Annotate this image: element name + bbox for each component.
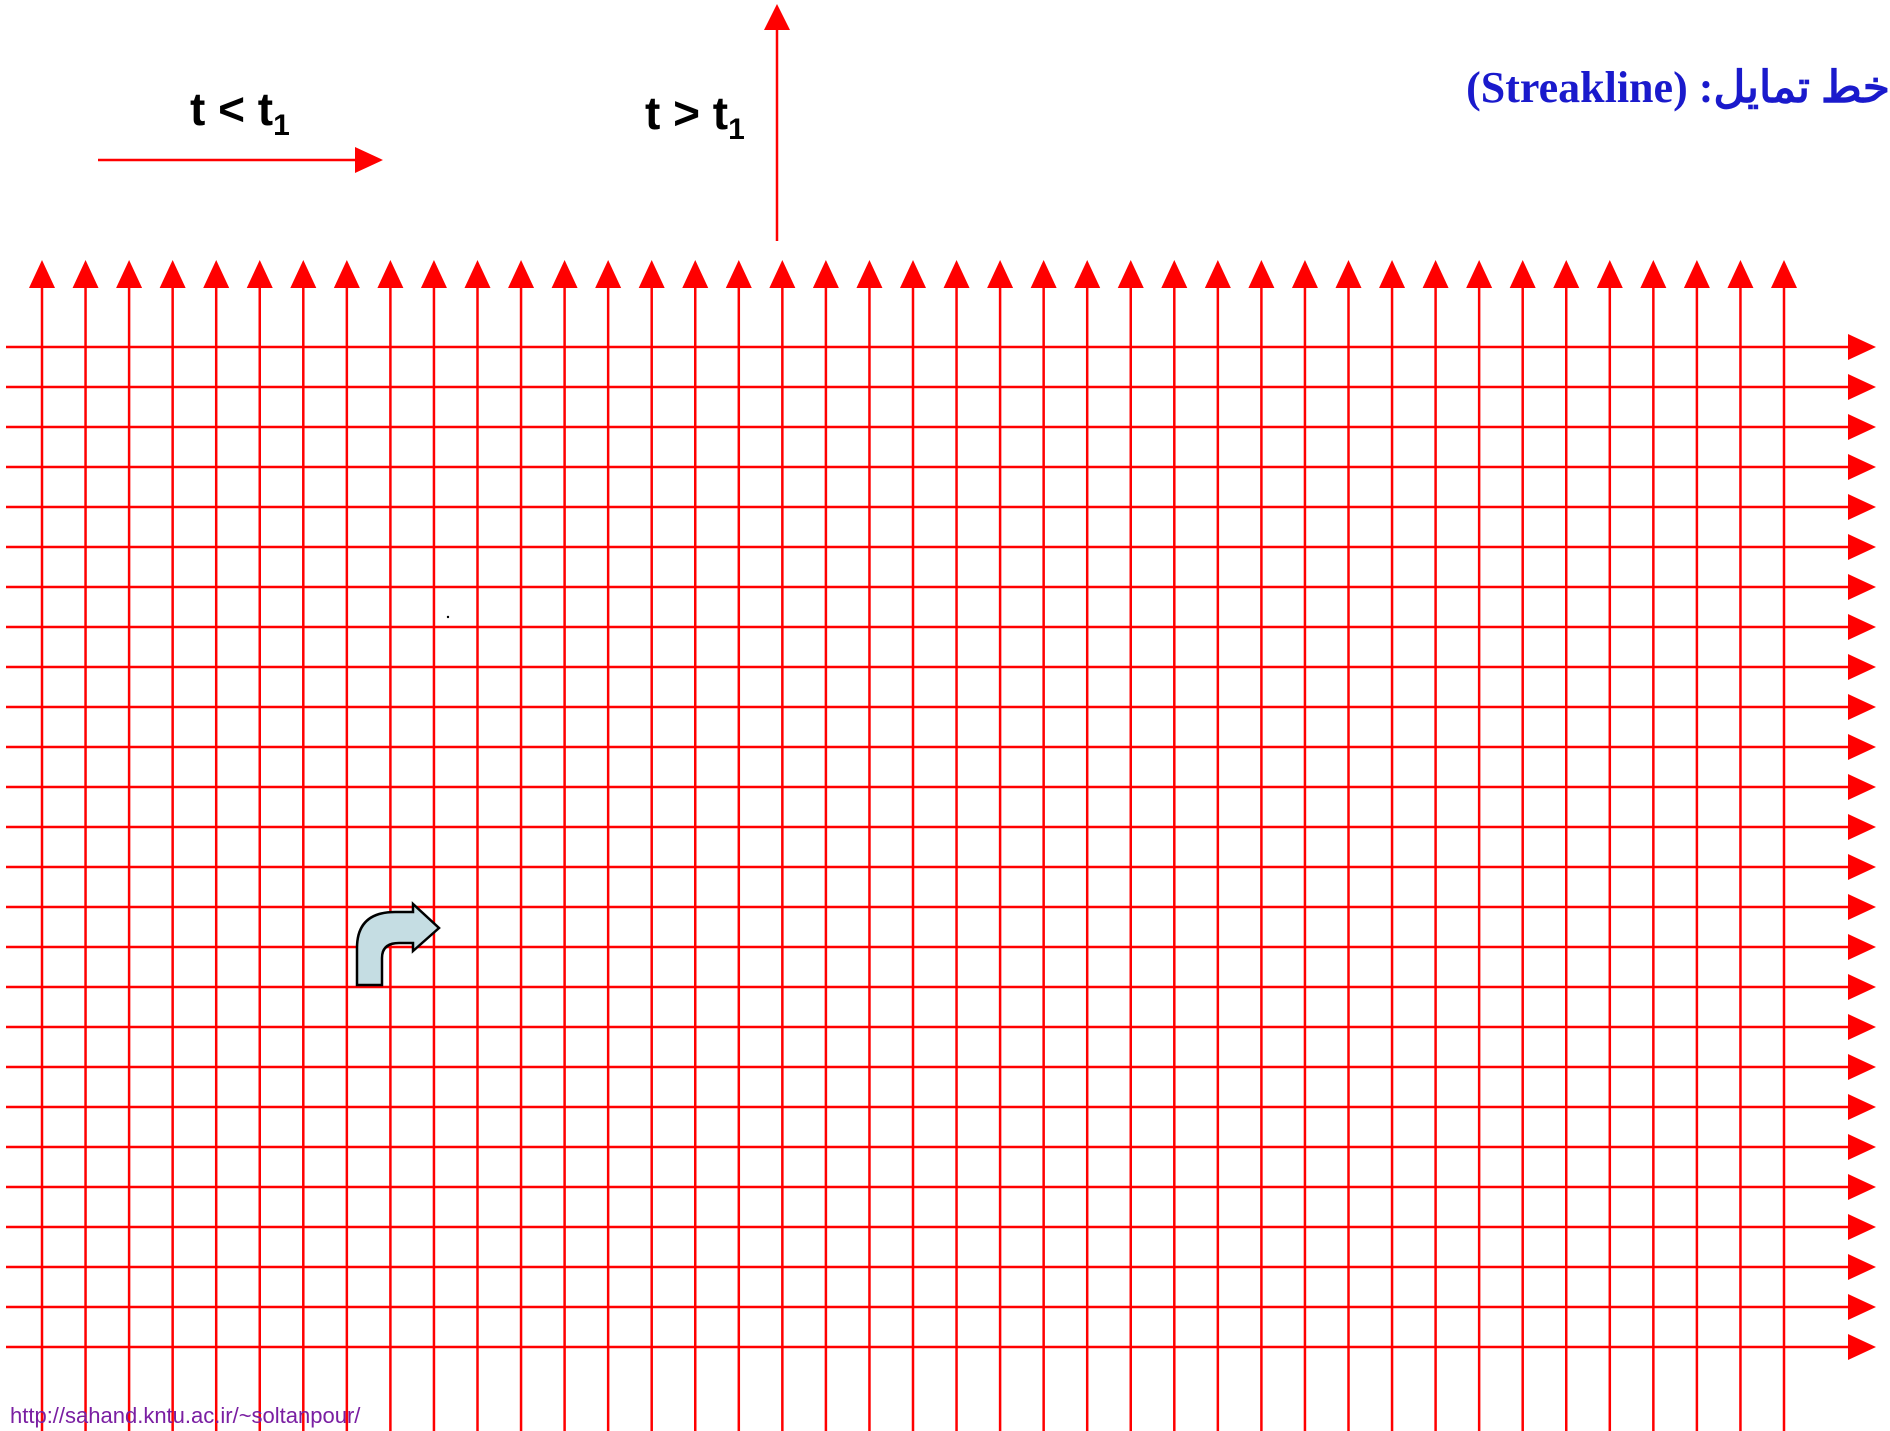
label-before-sub: 1 bbox=[273, 109, 290, 142]
right-arrowhead bbox=[1848, 1094, 1876, 1120]
right-arrowhead bbox=[1848, 1134, 1876, 1160]
label-before-lhs: t < bbox=[190, 83, 245, 135]
up-arrowhead bbox=[203, 260, 230, 288]
up-arrowhead bbox=[1074, 260, 1101, 288]
right-arrowhead bbox=[1848, 654, 1876, 680]
up-arrowhead bbox=[1553, 260, 1580, 288]
right-arrowhead bbox=[1848, 374, 1876, 400]
up-arrowhead bbox=[1204, 260, 1231, 288]
up-arrowhead bbox=[1248, 260, 1275, 288]
up-arrowhead bbox=[1422, 260, 1449, 288]
up-arrowhead bbox=[420, 260, 447, 288]
right-arrowhead bbox=[1848, 1254, 1876, 1280]
right-arrowhead bbox=[1848, 854, 1876, 880]
up-arrowhead bbox=[290, 260, 317, 288]
up-arrowhead bbox=[1771, 260, 1797, 288]
up-arrowhead bbox=[246, 260, 273, 288]
label-t-before: t < t1 bbox=[190, 82, 290, 143]
up-arrowhead bbox=[464, 260, 491, 288]
right-arrowhead bbox=[1848, 494, 1876, 520]
up-arrowhead bbox=[1727, 260, 1754, 288]
up-arrowhead bbox=[900, 260, 926, 288]
right-arrowhead bbox=[1848, 894, 1876, 920]
up-arrowhead bbox=[1030, 260, 1057, 288]
right-arrowhead bbox=[1848, 734, 1876, 760]
right-arrowhead bbox=[1848, 614, 1876, 640]
curved-arrow-shape bbox=[355, 901, 441, 987]
up-arrowhead bbox=[943, 260, 970, 288]
up-arrowhead bbox=[72, 260, 99, 288]
title-separator: : bbox=[1698, 63, 1714, 112]
curved-arrow-icon bbox=[355, 901, 441, 987]
up-arrowhead bbox=[1335, 260, 1362, 288]
label-after-sub: 1 bbox=[728, 113, 745, 146]
arrow-right-before-head bbox=[355, 147, 383, 173]
up-arrowhead bbox=[812, 260, 839, 288]
up-arrowhead bbox=[551, 260, 578, 288]
right-arrowhead bbox=[1848, 1174, 1876, 1200]
up-arrowhead bbox=[1291, 260, 1318, 288]
arrow-up-after-head bbox=[764, 4, 790, 30]
page-title: خط تمایل: (Streakline) bbox=[1466, 62, 1890, 113]
right-arrowhead bbox=[1848, 1214, 1876, 1240]
label-after-lhs: t > bbox=[645, 87, 700, 139]
up-arrowhead bbox=[1640, 260, 1667, 288]
up-arrowhead bbox=[1117, 260, 1144, 288]
up-arrowhead bbox=[682, 260, 709, 288]
right-arrowhead bbox=[1848, 1014, 1876, 1040]
up-arrowhead bbox=[29, 260, 55, 288]
right-arrowhead bbox=[1848, 974, 1876, 1000]
up-arrowhead bbox=[508, 260, 535, 288]
up-arrowhead bbox=[116, 260, 143, 288]
right-arrowhead bbox=[1848, 694, 1876, 720]
up-arrowhead bbox=[1379, 260, 1406, 288]
small-dot bbox=[446, 615, 450, 619]
label-t-after: t > t1 bbox=[645, 86, 745, 147]
right-arrowhead bbox=[1848, 1054, 1876, 1080]
title-english: (Streakline) bbox=[1466, 63, 1688, 112]
right-arrowhead bbox=[1848, 334, 1876, 360]
title-arabic: خط تمایل bbox=[1713, 63, 1890, 112]
up-arrowhead bbox=[159, 260, 186, 288]
up-arrowhead bbox=[725, 260, 752, 288]
up-arrowhead bbox=[769, 260, 796, 288]
right-arrowhead bbox=[1848, 534, 1876, 560]
label-before-var: t bbox=[257, 83, 274, 135]
up-arrowhead bbox=[1509, 260, 1536, 288]
horizontal-flow-lines bbox=[6, 334, 1876, 1360]
up-arrowhead bbox=[1466, 260, 1493, 288]
right-arrowhead bbox=[1848, 414, 1876, 440]
up-arrowhead bbox=[1683, 260, 1710, 288]
up-arrowhead bbox=[333, 260, 360, 288]
right-arrowhead bbox=[1848, 814, 1876, 840]
footer-url[interactable]: http://sahand.kntu.ac.ir/~soltanpour/ bbox=[10, 1403, 361, 1428]
vertical-flow-lines bbox=[29, 260, 1797, 1431]
right-arrowhead bbox=[1848, 454, 1876, 480]
right-arrowhead bbox=[1848, 574, 1876, 600]
right-arrowhead bbox=[1848, 1294, 1876, 1320]
right-arrowhead bbox=[1848, 1334, 1876, 1360]
label-after-var: t bbox=[712, 87, 729, 139]
right-arrowhead bbox=[1848, 934, 1876, 960]
right-arrowhead bbox=[1848, 774, 1876, 800]
up-arrowhead bbox=[856, 260, 883, 288]
up-arrowhead bbox=[377, 260, 404, 288]
up-arrowhead bbox=[1596, 260, 1623, 288]
direction-arrows bbox=[98, 4, 790, 619]
up-arrowhead bbox=[595, 260, 622, 288]
up-arrowhead bbox=[1161, 260, 1188, 288]
up-arrowhead bbox=[638, 260, 665, 288]
up-arrowhead bbox=[987, 260, 1014, 288]
